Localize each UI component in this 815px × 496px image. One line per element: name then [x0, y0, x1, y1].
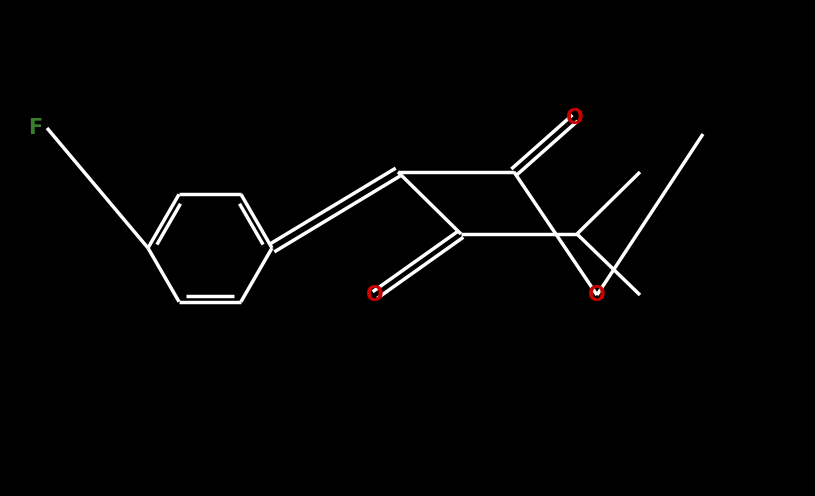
Text: F: F [28, 118, 42, 138]
Text: O: O [588, 285, 606, 305]
Text: O: O [366, 285, 384, 305]
Text: O: O [566, 108, 584, 128]
